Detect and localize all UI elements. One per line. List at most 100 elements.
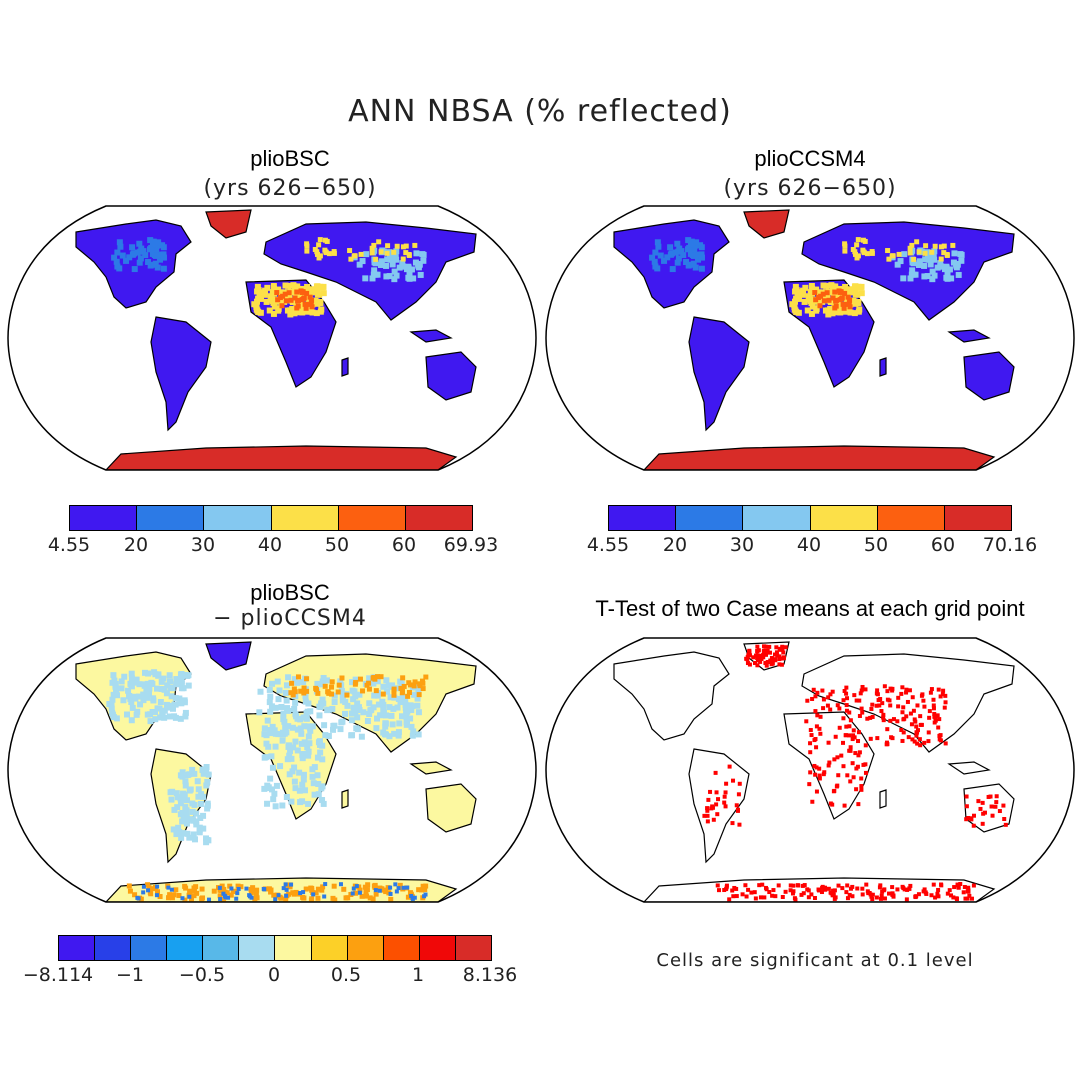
grid-cell [881,888,886,893]
grid-cell [114,249,121,256]
grid-cell [135,693,142,700]
grid-cell [823,282,830,289]
map-outline [7,205,537,471]
grid-cell [845,883,850,888]
grid-cell [964,804,969,809]
grid-cell [301,685,307,691]
grid-cell [932,243,938,249]
grid-cell [859,787,864,792]
grid-cell [826,695,831,700]
grid-cell [964,817,969,822]
grid-cell [116,265,123,272]
grid-cell [291,764,298,771]
grid-cell [845,294,851,300]
grid-cell [933,895,938,900]
grid-cell [800,287,807,294]
grid-cell [935,891,940,896]
grid-cell [408,266,415,273]
grid-cell [287,747,294,754]
grid-cell [221,891,226,896]
grid-cell [311,892,316,897]
grid-cell [204,778,211,785]
grid-cell [226,895,231,900]
grid-cell [166,895,172,901]
grid-cell [385,682,392,689]
grid-cell [755,656,760,661]
grid-cell [845,696,850,701]
grid-cell [931,272,938,279]
grid-cell [826,763,831,768]
grid-cell [322,237,328,243]
colorbar-tick-label: 50 [863,534,889,556]
grid-cell [801,891,806,896]
grid-cell [248,890,254,896]
grid-cell [416,692,422,698]
grid-cell [746,887,751,892]
grid-cell [114,692,121,699]
grid-cell [910,271,917,278]
grid-cell [193,810,200,817]
grid-cell [420,686,426,692]
grid-cell [722,794,727,799]
grid-cell [856,753,861,758]
grid-cell [781,655,786,660]
grid-cell [288,798,295,805]
grid-cell [375,701,382,708]
grid-cell [772,652,777,657]
grid-cell [187,888,193,894]
grid-cell [269,723,276,730]
grid-cell [888,703,893,708]
grid-cell [763,661,768,666]
grid-cell [881,715,886,720]
grid-cell [832,283,839,290]
grid-cell [911,256,917,262]
grid-cell [394,889,399,894]
grid-cell [304,744,311,751]
grid-cell [291,706,298,713]
grid-cell [891,894,896,899]
grid-cell [842,803,847,808]
grid-cell [810,799,815,804]
grid-cell [828,707,833,712]
grid-cell [366,675,373,682]
grid-cell [654,239,661,246]
grid-cell [942,705,947,710]
grid-cell [386,273,393,280]
grid-cell [349,679,356,686]
grid-cell [856,739,861,744]
grid-cell [854,766,859,771]
grid-cell [178,680,185,687]
grid-cell [420,883,426,889]
grid-cell [833,734,838,739]
panel-tl-title: plioBSC [250,146,330,171]
grid-cell [761,653,766,658]
grid-cell [298,740,305,747]
grid-cell [926,730,931,735]
grid-cell [423,674,429,680]
grid-cell [415,709,422,716]
grid-cell [906,735,911,740]
grid-cell [929,687,934,692]
grid-cell [672,249,679,256]
grid-cell [840,301,846,307]
colorbar-tick-label: 30 [190,534,216,556]
grid-cell [922,250,928,256]
grid-cell [191,887,197,893]
grid-cell [168,796,175,803]
grid-cell [297,799,304,806]
grid-cell [724,885,729,890]
grid-cell [847,892,852,897]
grid-cell [116,239,123,246]
grid-cell [842,241,848,247]
grid-cell [146,685,153,692]
grid-cell [793,295,800,302]
grid-cell [283,682,290,689]
grid-cell [414,695,421,702]
landmass-southAmerica [688,748,750,864]
grid-cell [406,680,412,686]
grid-cell [127,695,134,702]
grid-cell [132,693,139,700]
grid-cell [171,892,177,898]
grid-cell [396,264,403,271]
grid-cell [403,718,410,725]
